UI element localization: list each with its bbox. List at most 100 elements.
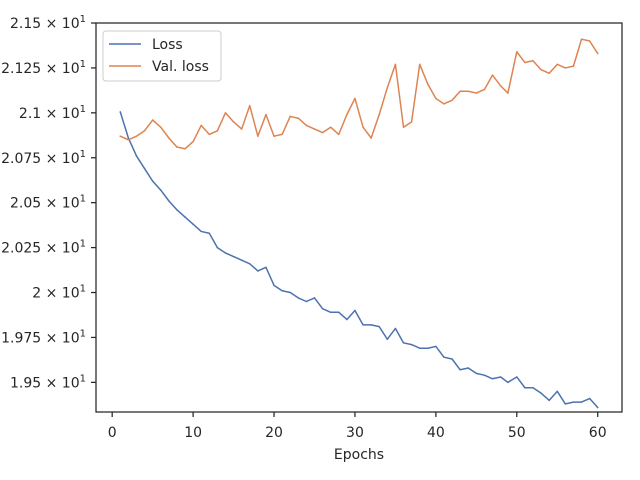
- data-point-loss: [176, 209, 178, 211]
- y-tick-label: 2.1 × 101: [19, 104, 86, 122]
- legend-label-val-loss: Val. loss: [152, 59, 209, 75]
- data-point-val-loss: [580, 38, 583, 40]
- data-point-val-loss: [313, 128, 316, 130]
- data-point-val-loss: [297, 117, 300, 119]
- data-point-val-loss: [168, 137, 170, 139]
- data-point-loss: [467, 367, 469, 369]
- data-point-loss: [297, 297, 300, 299]
- data-point-val-loss: [265, 113, 267, 116]
- data-point-val-loss: [572, 65, 575, 67]
- data-point-loss: [418, 347, 421, 349]
- y-tick-label: 2.05 × 101: [10, 194, 86, 212]
- data-point-loss: [159, 189, 162, 191]
- data-point-loss: [524, 386, 526, 389]
- data-point-loss: [192, 223, 194, 225]
- data-point-val-loss: [354, 97, 356, 100]
- data-point-loss: [451, 358, 453, 360]
- legend: Loss Val. loss: [102, 30, 222, 82]
- data-point-val-loss: [362, 126, 364, 128]
- data-point-val-loss: [418, 63, 421, 66]
- data-point-val-loss: [507, 92, 509, 94]
- data-point-val-loss: [289, 115, 291, 118]
- data-point-loss: [289, 291, 291, 294]
- data-point-val-loss: [588, 40, 591, 42]
- data-point-val-loss: [564, 67, 567, 69]
- data-point-val-loss: [232, 121, 235, 123]
- y-tick-label: 1.95 × 101: [10, 373, 86, 391]
- data-point-loss: [151, 180, 154, 182]
- data-point-val-loss: [281, 133, 283, 136]
- x-axis-ticks: 0 10 20 30 40 50 60: [108, 412, 607, 441]
- data-point-val-loss: [151, 119, 154, 121]
- data-point-loss: [580, 401, 583, 403]
- data-point-val-loss: [427, 83, 429, 85]
- data-point-loss: [410, 343, 413, 346]
- data-point-val-loss: [200, 124, 202, 127]
- data-point-loss: [232, 255, 235, 258]
- data-point-loss: [394, 327, 397, 330]
- data-point-loss: [338, 311, 340, 314]
- data-point-val-loss: [378, 113, 380, 116]
- data-point-val-loss: [483, 88, 486, 91]
- data-point-loss: [200, 230, 202, 233]
- plot-lines: [119, 38, 599, 409]
- data-point-val-loss: [329, 126, 332, 128]
- data-point-val-loss: [338, 133, 340, 136]
- data-point-loss: [548, 399, 550, 402]
- data-point-val-loss: [135, 135, 138, 137]
- data-point-loss: [386, 338, 389, 340]
- data-point-val-loss: [216, 130, 219, 132]
- data-point-loss: [257, 270, 259, 272]
- data-point-loss: [516, 376, 518, 378]
- data-point-loss: [435, 345, 437, 348]
- data-point-val-loss: [524, 61, 526, 64]
- x-tick-label: 50: [508, 425, 526, 441]
- data-point-loss: [273, 284, 275, 287]
- data-point-loss: [540, 392, 542, 394]
- data-point-loss: [572, 401, 575, 403]
- data-point-loss: [313, 297, 316, 299]
- data-point-loss: [402, 342, 405, 344]
- data-point-loss: [475, 372, 478, 375]
- data-point-val-loss: [499, 85, 502, 87]
- y-tick-label: 2 × 101: [32, 284, 86, 302]
- data-point-loss: [564, 403, 567, 405]
- data-point-val-loss: [475, 92, 478, 94]
- data-point-loss: [443, 356, 445, 358]
- data-point-loss: [321, 307, 324, 310]
- data-point-val-loss: [143, 130, 146, 132]
- data-point-val-loss: [402, 126, 405, 128]
- data-point-val-loss: [596, 52, 599, 55]
- x-tick-label: 0: [108, 425, 117, 441]
- data-point-loss: [249, 263, 251, 265]
- data-point-loss: [499, 376, 502, 378]
- data-point-val-loss: [516, 51, 518, 53]
- data-point-loss: [596, 406, 599, 409]
- data-point-val-loss: [305, 124, 308, 127]
- data-point-loss: [556, 390, 559, 393]
- data-point-loss: [354, 309, 356, 312]
- series-line-loss: [119, 111, 599, 409]
- data-point-loss: [329, 311, 332, 314]
- data-point-val-loss: [532, 59, 534, 62]
- y-tick-label: 2.125 × 101: [1, 59, 86, 77]
- data-point-loss: [362, 324, 364, 326]
- data-point-loss: [168, 200, 170, 202]
- y-tick-label: 2.15 × 101: [10, 14, 86, 32]
- data-point-val-loss: [435, 97, 437, 100]
- data-point-loss: [208, 232, 211, 234]
- data-point-loss: [265, 266, 267, 269]
- y-axis-ticks: 1.95 × 101 1.975 × 101 2 × 101 2.025 × 101 2…: [1, 14, 96, 391]
- data-point-val-loss: [257, 135, 259, 137]
- data-point-val-loss: [459, 90, 461, 93]
- data-point-val-loss: [192, 140, 194, 143]
- data-point-loss: [346, 318, 348, 321]
- data-point-loss: [427, 347, 429, 349]
- y-tick-label: 1.975 × 101: [1, 328, 86, 346]
- data-point-loss: [119, 111, 122, 113]
- data-point-loss: [216, 246, 219, 249]
- data-point-loss: [378, 325, 380, 328]
- data-point-loss: [370, 324, 372, 326]
- data-point-loss: [588, 397, 591, 400]
- data-point-val-loss: [176, 146, 178, 148]
